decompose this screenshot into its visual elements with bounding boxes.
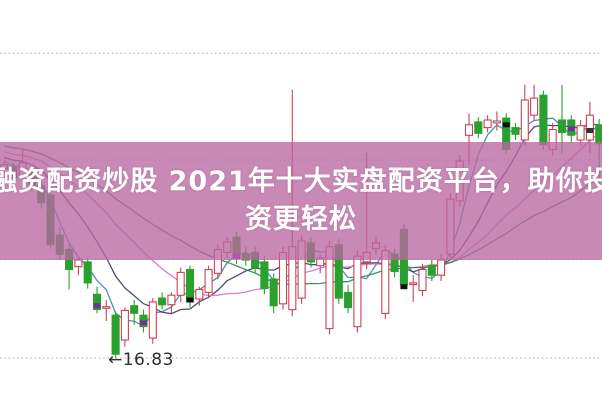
candle-body-up [530,97,539,116]
candle-body-up [520,99,529,141]
candle-body-up [204,268,213,293]
candle-body-up [464,124,474,136]
candle-body-up [409,282,418,286]
candle-body-down [539,94,548,146]
candle-body-down [344,291,353,309]
trade-mark [140,320,147,326]
candle-body-down [595,124,602,145]
candle-body-down [111,314,120,355]
candle-body-up [74,259,83,268]
trade-mark [186,297,194,303]
banner-title-line1: 融资配资炒股 2021年十大实盘配资平台，助你投 [0,166,602,197]
candle-body-down [557,119,567,133]
trade-mark [400,284,408,290]
candle-body-down [83,261,92,284]
candle-body-up [167,294,176,306]
candle-body-up [353,255,362,328]
candle-body-up [437,259,446,276]
candle-body-down [474,121,483,134]
banner-title-line2: 资更轻松 [245,204,357,235]
trade-mark [502,122,510,128]
candle-body-up [148,301,157,339]
candle-body-up [492,120,501,124]
candle-body-up [176,271,185,296]
trade-mark [93,303,101,309]
candle-body-up [576,125,585,141]
low-price-annotation: ←16.83 [108,350,174,370]
candle-body-up [418,268,427,292]
candle-body-down [130,305,139,314]
candle-body-up [483,119,492,129]
candle-body-down [269,278,278,307]
promo-banner: 融资配资炒股 2021年十大实盘配资平台，助你投 资更轻松 [0,142,602,260]
candle-body-down [427,265,436,276]
candle-body-up [195,288,204,300]
candle-body-up [102,306,111,309]
candle-body-up [278,251,288,305]
candle-body-down [92,293,102,311]
candle-body-down [260,261,269,290]
candle-body-down [158,297,167,306]
candle-body-down [511,127,520,135]
candle-body-up [585,114,594,141]
trade-mark [586,128,594,133]
trade-mark [567,126,575,132]
candle-body-down [185,268,195,303]
candle-body-up [120,309,129,341]
